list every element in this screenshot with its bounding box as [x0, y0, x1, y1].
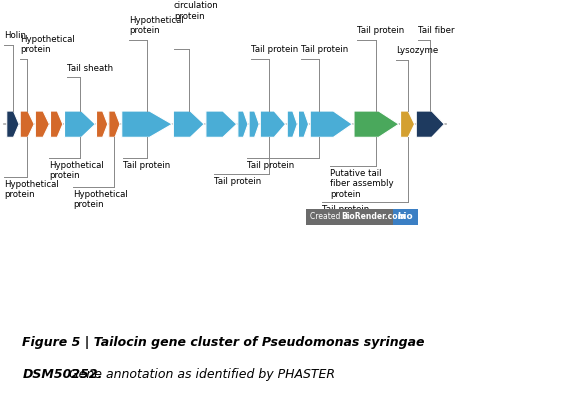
Polygon shape — [122, 111, 172, 137]
Text: Putative tail
fiber assembly
protein: Putative tail fiber assembly protein — [330, 169, 393, 199]
Polygon shape — [401, 111, 415, 137]
Text: Tail protein: Tail protein — [251, 45, 298, 54]
Text: BioRender.com: BioRender.com — [341, 212, 406, 221]
Polygon shape — [416, 111, 444, 137]
Text: Tail sheath: Tail sheath — [67, 64, 113, 72]
Text: Tail fiber: Tail fiber — [418, 26, 454, 35]
Polygon shape — [310, 111, 352, 137]
Polygon shape — [238, 111, 248, 137]
Polygon shape — [173, 111, 204, 137]
Polygon shape — [20, 111, 34, 137]
Text: Figure 5 | Tailocin gene cluster of Pseudomonas syringae: Figure 5 | Tailocin gene cluster of Pseu… — [22, 336, 425, 349]
Polygon shape — [50, 111, 63, 137]
Text: Tail protein: Tail protein — [123, 161, 171, 170]
Text: Hypothetical
protein: Hypothetical protein — [73, 190, 128, 209]
Bar — [306, 209, 393, 225]
Polygon shape — [7, 111, 19, 137]
Text: DSM50252.: DSM50252. — [22, 368, 103, 381]
Text: Created in: Created in — [310, 212, 352, 221]
Polygon shape — [298, 111, 309, 137]
Polygon shape — [260, 111, 286, 137]
Text: Lysozyme: Lysozyme — [396, 46, 438, 55]
Polygon shape — [65, 111, 95, 137]
Text: Holin: Holin — [4, 31, 26, 40]
Text: Tail/DNA
circulation
protein: Tail/DNA circulation protein — [174, 0, 219, 21]
Text: Hypothetical
protein: Hypothetical protein — [129, 16, 184, 35]
Bar — [393, 209, 418, 225]
Text: bio: bio — [398, 212, 413, 221]
Polygon shape — [287, 111, 297, 137]
Polygon shape — [249, 111, 259, 137]
Text: Tail protein: Tail protein — [214, 177, 261, 186]
Text: Tail protein: Tail protein — [301, 45, 348, 54]
Text: Gene annotation as identified by PHASTER: Gene annotation as identified by PHASTER — [65, 368, 334, 381]
Polygon shape — [96, 111, 108, 137]
Text: Hypothetical
protein: Hypothetical protein — [4, 180, 59, 199]
Text: Tail protein: Tail protein — [247, 161, 294, 170]
Polygon shape — [109, 111, 120, 137]
Text: Tail protein: Tail protein — [322, 205, 369, 215]
Polygon shape — [354, 111, 399, 137]
Text: Hypothetical
protein: Hypothetical protein — [49, 161, 104, 180]
Polygon shape — [35, 111, 49, 137]
Polygon shape — [206, 111, 237, 137]
Text: Tail protein: Tail protein — [357, 26, 404, 35]
Text: Hypothetical
protein: Hypothetical protein — [20, 35, 75, 54]
